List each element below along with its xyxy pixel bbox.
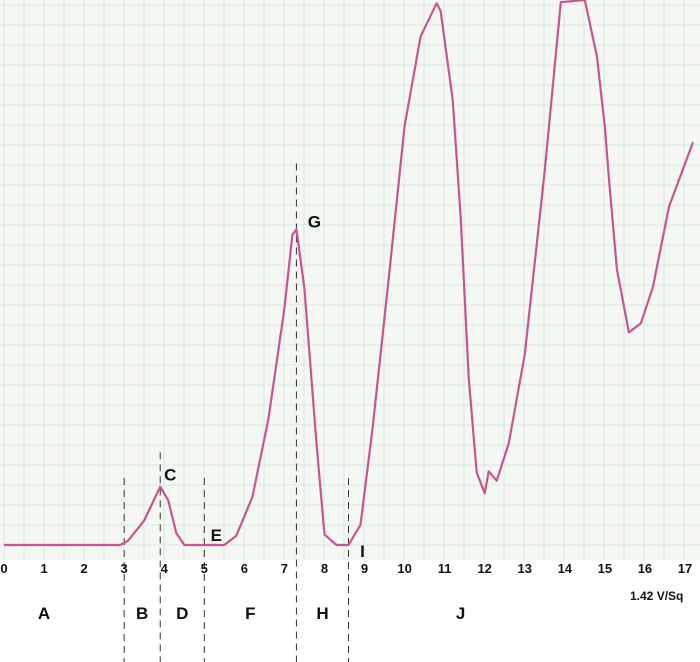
region-label-a: A	[38, 604, 50, 623]
series-line	[4, 0, 695, 547]
x-tick-label: 14	[558, 561, 573, 576]
x-tick-labels: 0 1 2 3 4 5 6 7 8 9 10 11 12 13 14 15 16 17	[0, 561, 692, 576]
region-label-j: J	[456, 604, 465, 623]
x-tick-label: 12	[477, 561, 491, 576]
point-label-e: E	[211, 526, 222, 545]
x-tick-label: 15	[598, 561, 612, 576]
point-label-i: I	[360, 542, 365, 561]
x-tick-label: 16	[638, 561, 652, 576]
region-dividers	[123, 163, 349, 662]
point-label-g: G	[308, 212, 321, 231]
x-tick-label: 0	[0, 561, 7, 576]
region-label-f: F	[245, 604, 255, 623]
x-tick-label: 8	[321, 561, 328, 576]
region-label-d: D	[176, 604, 188, 623]
x-tick-label: 4	[161, 561, 169, 576]
x-tick-label: 1	[40, 561, 47, 576]
point-label-c: C	[164, 466, 176, 485]
region-label-h: H	[316, 604, 328, 623]
x-tick-label: 2	[80, 561, 87, 576]
x-tick-label: 3	[121, 561, 128, 576]
point-labels: C E G I	[164, 212, 365, 561]
plot-background	[0, 0, 700, 560]
x-tick-label: 13	[518, 561, 532, 576]
x-tick-label: 6	[241, 561, 248, 576]
scale-note: 1.42 V/Sq	[630, 589, 683, 603]
x-tick-label: 17	[678, 561, 692, 576]
x-tick-label: 10	[397, 561, 411, 576]
x-tick-label: 11	[438, 561, 452, 576]
grid-lines	[0, 0, 700, 560]
region-label-b: B	[136, 604, 148, 623]
x-tick-label: 5	[201, 561, 208, 576]
x-tick-label: 9	[361, 561, 368, 576]
x-tick-label: 7	[281, 561, 288, 576]
